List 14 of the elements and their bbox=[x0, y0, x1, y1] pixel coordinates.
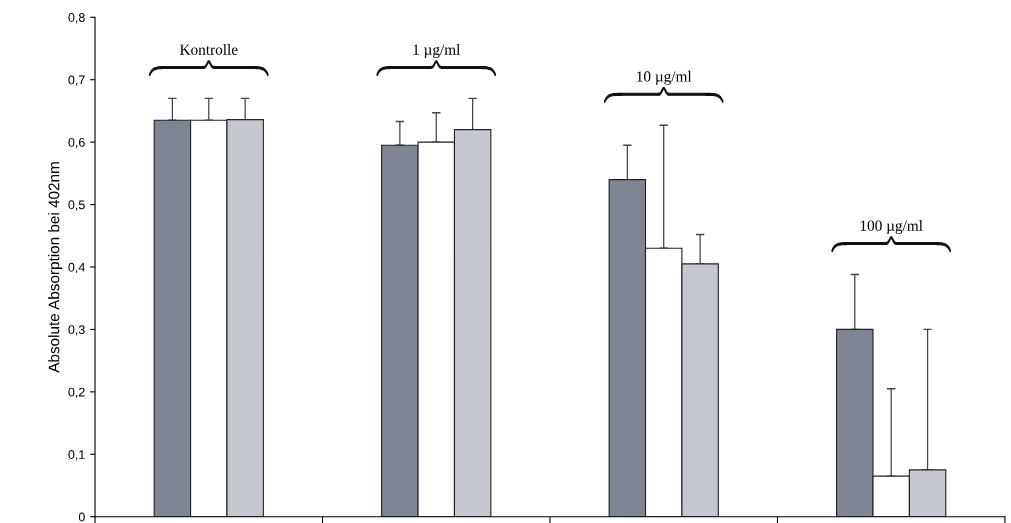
y-axis-title: Absolute Absorption bei 402nm bbox=[48, 162, 63, 373]
annotation: 10 µg/ml bbox=[637, 70, 692, 85]
y-tick-label: 0,4 bbox=[68, 262, 85, 274]
y-tick-label: 0,5 bbox=[68, 200, 85, 211]
y-tick-label: 0,8 bbox=[68, 13, 85, 24]
y-tick-label: 0,3 bbox=[68, 325, 85, 336]
y-tick-label: 0,1 bbox=[68, 450, 85, 461]
annotation: Kontrolle bbox=[179, 44, 238, 55]
annotation: 100 µg/ml bbox=[860, 220, 923, 234]
y-tick-label: 0,2 bbox=[68, 387, 85, 398]
annotation: 1 µg/ml bbox=[413, 44, 461, 58]
y-tick-label: 0 bbox=[78, 512, 85, 522]
y-tick-label: 0,7 bbox=[68, 75, 85, 86]
y-tick-label: 0,6 bbox=[68, 137, 85, 149]
